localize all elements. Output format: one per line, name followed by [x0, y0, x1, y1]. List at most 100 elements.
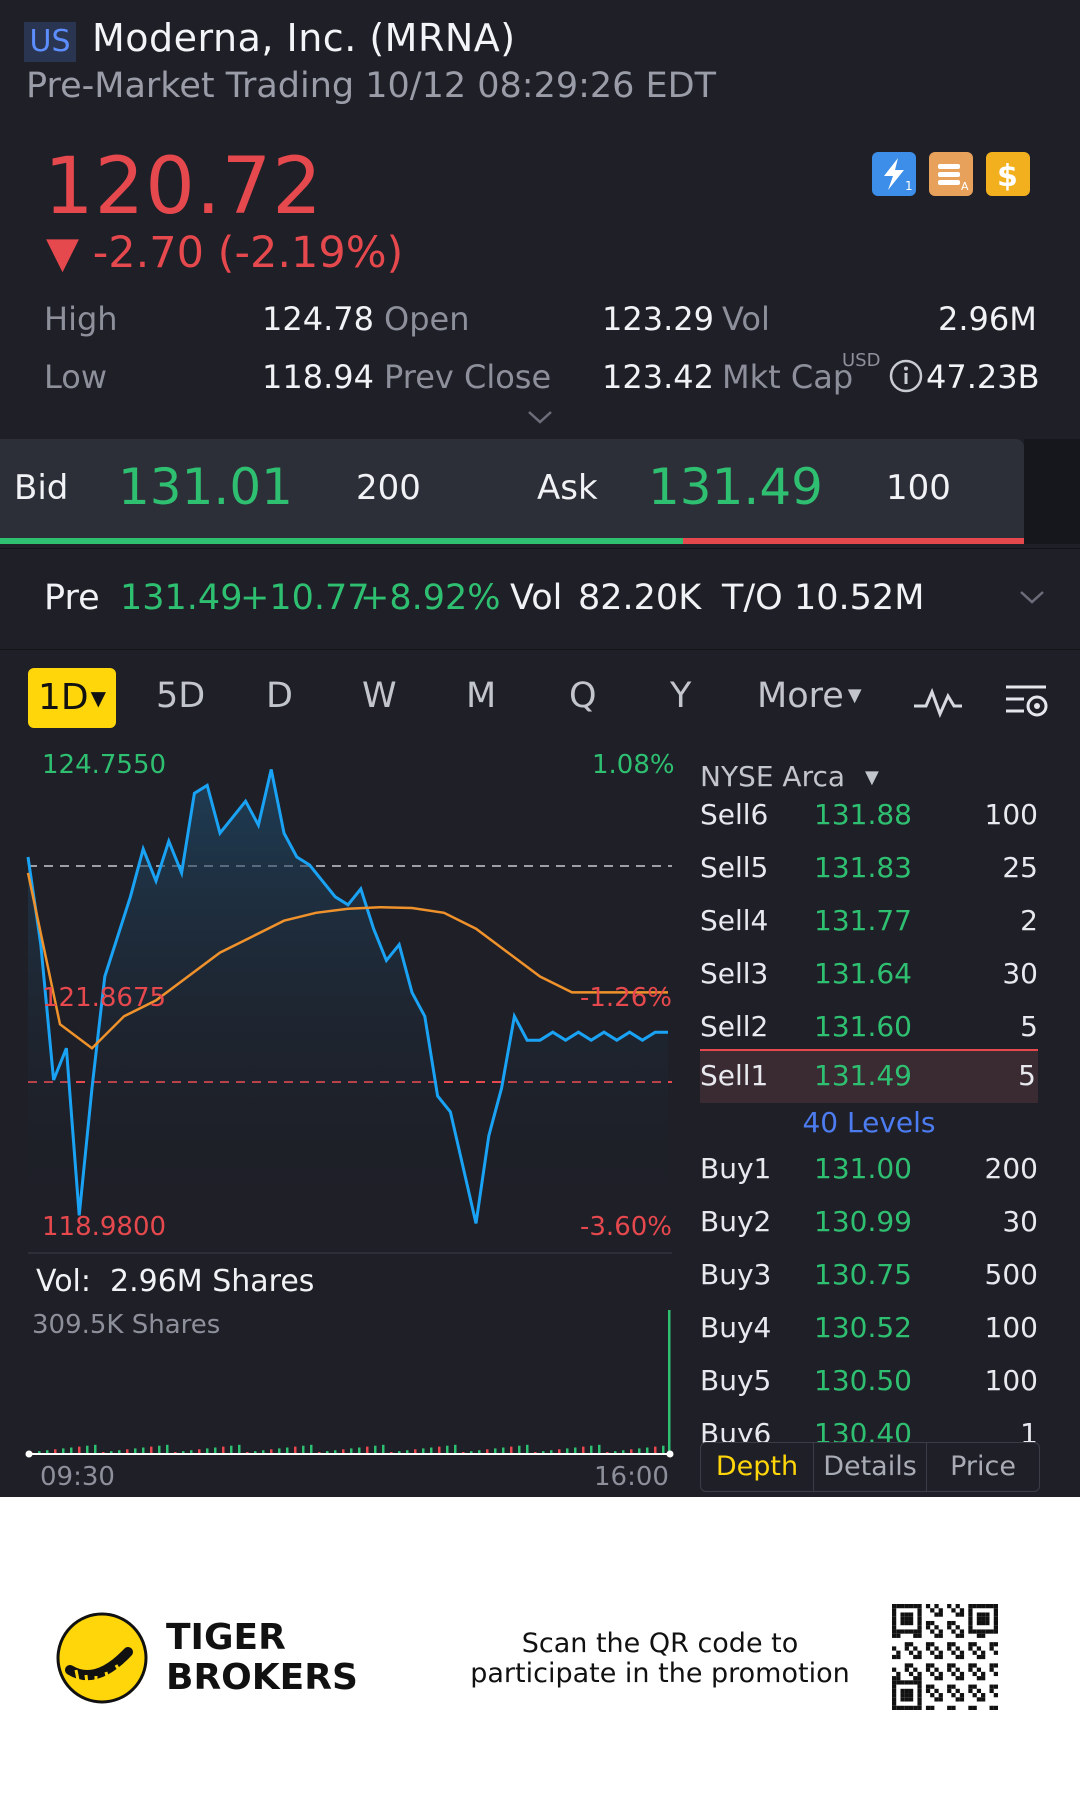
- qr-module: [955, 1612, 960, 1617]
- qr-module: [993, 1616, 998, 1621]
- period-more-button[interactable]: More ▼: [757, 676, 862, 716]
- chart-settings-icon[interactable]: [1002, 680, 1052, 728]
- tab-details[interactable]: Details: [814, 1443, 927, 1491]
- indicator-pulse-icon[interactable]: [912, 684, 964, 724]
- orderbook-buy-row: Buy4 130.52 100: [700, 1303, 1040, 1355]
- qr-module: [955, 1633, 960, 1638]
- period-tab-d[interactable]: D: [266, 676, 293, 716]
- premarket-chevron-down-icon[interactable]: [1018, 588, 1046, 610]
- qr-module: [959, 1612, 965, 1617]
- volume-bar: [198, 1449, 201, 1454]
- period-tab-m[interactable]: M: [466, 676, 497, 716]
- buy-level-qty: 500: [984, 1258, 1038, 1291]
- qr-module: [972, 1705, 977, 1710]
- info-icon[interactable]: [888, 358, 924, 394]
- exchange-selector[interactable]: NYSE Arca ▼: [700, 760, 879, 793]
- qr-module: [968, 1646, 973, 1651]
- buy-level-price: 130.50: [814, 1364, 912, 1397]
- tab-price[interactable]: Price: [950, 1451, 1016, 1482]
- qr-module: [972, 1629, 977, 1634]
- qr-module: [993, 1604, 998, 1609]
- volume-bar: [550, 1450, 553, 1454]
- qr-module: [981, 1620, 986, 1626]
- sell-level-qty: 2: [1020, 904, 1038, 937]
- qr-module: [989, 1684, 994, 1689]
- caret-down-icon: ▼: [847, 685, 862, 706]
- qr-module: [976, 1676, 982, 1681]
- volume-bar: [614, 1451, 617, 1454]
- qr-module: [900, 1705, 905, 1710]
- qr-module: [938, 1612, 943, 1617]
- qr-module: [900, 1693, 905, 1698]
- qr-module: [968, 1620, 973, 1626]
- expand-stats-chevron-icon[interactable]: [526, 408, 554, 430]
- qr-module: [976, 1633, 982, 1638]
- qr-module: [892, 1654, 897, 1660]
- qr-module: [947, 1642, 952, 1647]
- period-tab-5d[interactable]: 5D: [156, 676, 206, 716]
- qr-module: [892, 1701, 897, 1706]
- qr-module: [934, 1667, 939, 1672]
- qr-module: [938, 1654, 943, 1660]
- volume-bar: [668, 1310, 671, 1454]
- volume-bar: [374, 1445, 377, 1454]
- lightning-icon[interactable]: 1: [872, 152, 916, 196]
- qr-module: [925, 1663, 931, 1668]
- qr-module: [896, 1633, 901, 1638]
- qr-module: [925, 1620, 931, 1626]
- chart-mid-pct: -1.26%: [580, 983, 672, 1013]
- premarket-row[interactable]: [0, 548, 1080, 650]
- period-tab-q[interactable]: Q: [569, 676, 597, 716]
- orderbook-spread-divider: [700, 1049, 1038, 1051]
- qr-module: [981, 1676, 986, 1681]
- qr-module: [908, 1688, 914, 1694]
- qr-module: [892, 1633, 897, 1638]
- qr-module: [896, 1604, 901, 1609]
- period-tab-w[interactable]: W: [362, 676, 397, 716]
- brand-name-line2: BROKERS: [166, 1657, 358, 1698]
- layers-icon[interactable]: A: [929, 152, 973, 196]
- qr-module: [976, 1612, 982, 1617]
- sell-level-qty: 30: [1002, 957, 1038, 990]
- qr-module: [976, 1667, 982, 1672]
- dollar-icon[interactable]: $: [986, 152, 1030, 196]
- qr-module: [896, 1676, 901, 1681]
- qr-module: [959, 1654, 965, 1660]
- intraday-price-chart[interactable]: [0, 745, 680, 1255]
- qr-module: [904, 1663, 909, 1668]
- levels-link[interactable]: 40 Levels: [802, 1106, 936, 1139]
- tab-depth[interactable]: Depth: [701, 1443, 814, 1491]
- qr-module: [892, 1684, 897, 1689]
- qr-module: [976, 1604, 982, 1609]
- qr-module: [938, 1676, 943, 1681]
- qr-module: [993, 1608, 998, 1613]
- period-tab-1d[interactable]: 1D ▼: [28, 668, 116, 728]
- qr-module: [908, 1616, 914, 1621]
- qr-module: [917, 1680, 922, 1685]
- qr-code[interactable]: [892, 1604, 998, 1710]
- volume-bar: [142, 1447, 145, 1454]
- volume-max-label: 309.5K Shares: [32, 1310, 221, 1340]
- buy-level-price: 131.00: [814, 1152, 912, 1185]
- qr-module: [976, 1629, 982, 1634]
- svg-text:A: A: [961, 180, 969, 193]
- qr-module: [959, 1608, 965, 1613]
- qr-module: [981, 1697, 986, 1702]
- sell-level-price: 131.83: [814, 851, 912, 884]
- qr-module: [938, 1693, 943, 1698]
- qr-module: [981, 1650, 986, 1655]
- qr-module: [892, 1616, 897, 1621]
- qr-module: [904, 1620, 909, 1626]
- qr-module: [955, 1676, 960, 1681]
- qr-module: [993, 1684, 998, 1689]
- period-tab-y[interactable]: Y: [670, 676, 692, 716]
- qr-module: [917, 1693, 922, 1698]
- qr-module: [951, 1608, 956, 1613]
- sell-level-label: Sell5: [700, 851, 769, 884]
- volume-bar: [286, 1447, 289, 1454]
- qr-module: [976, 1697, 982, 1702]
- qr-module: [892, 1604, 897, 1609]
- qr-module: [985, 1604, 990, 1609]
- qr-module: [930, 1693, 935, 1698]
- chart-low-price: 118.9800: [42, 1212, 167, 1242]
